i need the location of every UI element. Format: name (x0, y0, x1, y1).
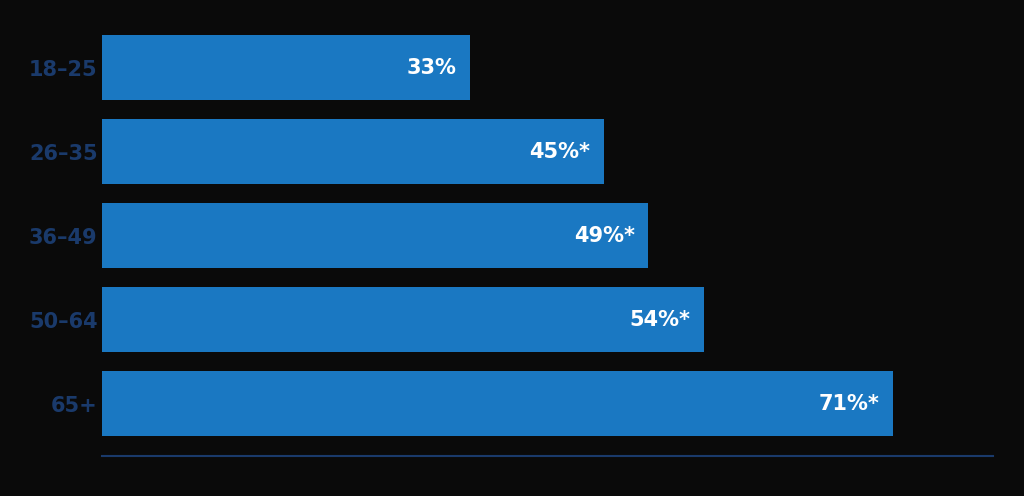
Bar (102, 119, 603, 185)
Bar (102, 203, 648, 268)
Text: 45%*: 45%* (529, 142, 590, 162)
Bar (102, 287, 703, 352)
Text: 33%: 33% (407, 58, 457, 78)
Text: 54%*: 54%* (630, 310, 690, 329)
Text: 71%*: 71%* (819, 393, 880, 414)
Bar (102, 371, 893, 436)
Text: 49%*: 49%* (573, 226, 635, 246)
Bar (102, 35, 470, 100)
